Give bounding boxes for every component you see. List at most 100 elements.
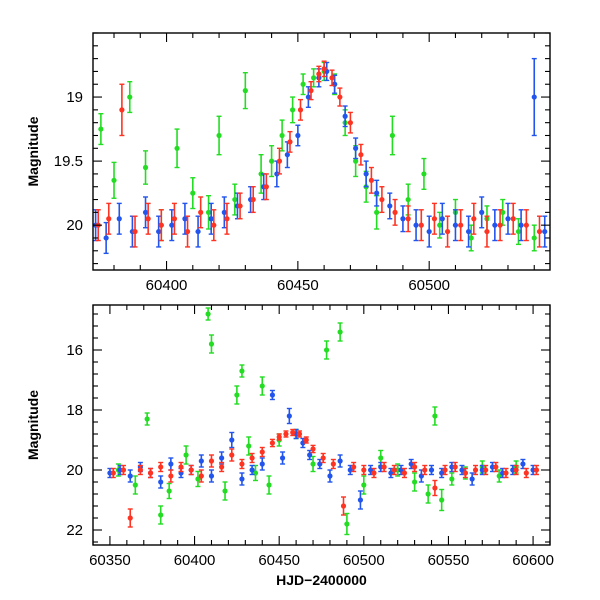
data-point (483, 467, 489, 473)
data-point (510, 216, 516, 222)
data-point (205, 311, 211, 317)
data-point (493, 464, 499, 470)
data-point (258, 171, 264, 177)
data-point (323, 347, 330, 353)
data-point (205, 209, 212, 215)
data-point (439, 497, 445, 503)
data-point (269, 440, 276, 446)
y-tick-label: 19.5 (54, 153, 83, 170)
data-point (465, 228, 472, 235)
data-point (308, 88, 314, 94)
panel-bottom: 60350 60400 60450 60500 60550 60600 16 18 20 22 Ma… (25, 304, 554, 588)
data-point (183, 452, 189, 458)
y-axis-title: Magnitude (25, 116, 41, 186)
data-point (392, 209, 398, 215)
data-point (198, 473, 204, 479)
x-tick-label: 60400 (174, 552, 216, 569)
data-point (269, 392, 276, 398)
data-point (290, 429, 296, 436)
data-point (268, 158, 275, 164)
data-point (178, 464, 184, 470)
data-point (284, 152, 290, 158)
data-point (222, 488, 228, 494)
data-point (411, 479, 418, 485)
data-point (492, 222, 498, 228)
data-point (405, 216, 411, 222)
data-point (234, 392, 240, 398)
data-point (110, 470, 116, 476)
data-point (279, 455, 286, 461)
data-point (296, 431, 303, 437)
data-point (378, 455, 384, 461)
data-point (219, 464, 225, 470)
series-0 (98, 61, 537, 252)
data-point (472, 467, 479, 473)
data-point (279, 132, 285, 139)
data-point (401, 470, 408, 476)
x-tick-label: 60500 (343, 552, 385, 569)
x-tick-label: 60450 (258, 552, 300, 569)
data-point (259, 449, 265, 455)
data-point (523, 470, 529, 476)
data-point (381, 464, 387, 470)
data-point (158, 464, 164, 470)
data-point (216, 132, 222, 139)
data-point (305, 94, 311, 100)
data-point (357, 497, 364, 503)
data-point (250, 196, 256, 203)
data-point (330, 461, 336, 467)
data-point (431, 216, 438, 222)
data-point (132, 228, 138, 235)
data-point (119, 107, 125, 113)
data-point (168, 461, 174, 467)
data-point (432, 485, 438, 491)
data-point (208, 341, 215, 347)
data-point (337, 94, 343, 100)
data-point (127, 515, 133, 521)
data-point (518, 222, 524, 228)
data-point (391, 467, 397, 473)
data-point (316, 71, 322, 77)
data-point (503, 470, 509, 476)
data-point (239, 476, 245, 482)
data-point (310, 446, 316, 452)
data-point (142, 164, 149, 171)
data-point (208, 458, 215, 464)
data-point (337, 329, 343, 335)
data-point (266, 482, 272, 488)
data-point (428, 467, 435, 473)
data-point (303, 437, 309, 443)
data-point (98, 126, 104, 132)
data-point (259, 461, 265, 467)
data-point (211, 222, 217, 228)
series-0 (115, 307, 519, 536)
data-point (195, 228, 201, 235)
data-point (237, 203, 243, 209)
data-point (531, 235, 537, 241)
data-point (174, 145, 180, 151)
x-tick-label: 60550 (428, 552, 470, 569)
data-point (158, 222, 164, 228)
data-point (297, 107, 304, 113)
data-point (320, 455, 326, 461)
data-point (542, 228, 548, 235)
data-point (171, 216, 178, 222)
data-point (353, 158, 359, 164)
data-point (184, 228, 191, 235)
data-point (311, 75, 317, 81)
data-point (536, 228, 543, 235)
data-point (144, 416, 150, 422)
data-point (103, 235, 109, 241)
data-point (340, 503, 347, 509)
data-point (276, 434, 282, 440)
data-point (405, 196, 411, 203)
data-point (513, 467, 519, 473)
series-1 (93, 57, 548, 255)
data-point (147, 470, 154, 476)
data-point (198, 458, 204, 464)
data-point (249, 455, 255, 461)
data-point (361, 482, 367, 488)
data-point (497, 222, 503, 228)
x-tick-label: 60350 (89, 552, 131, 569)
